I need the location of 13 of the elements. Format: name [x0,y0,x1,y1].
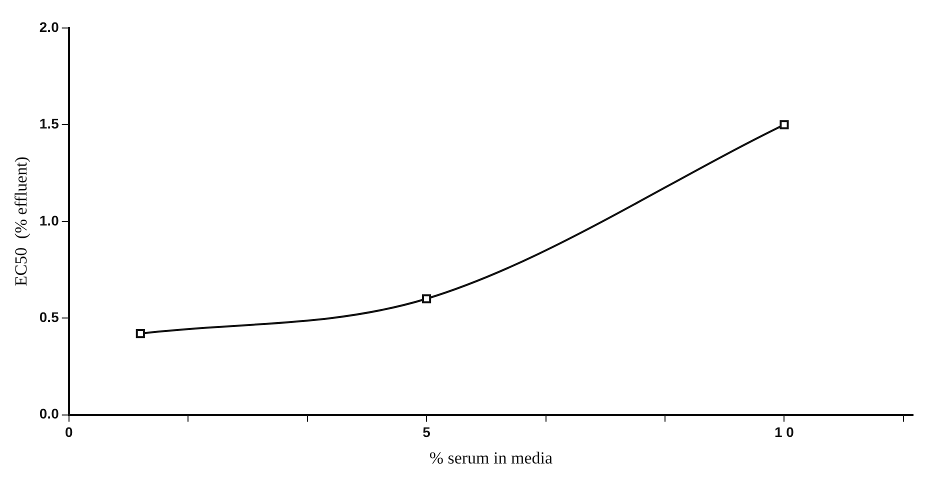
y-tick-label: 1.0 [39,212,60,228]
y-tick-label: 0.5 [39,308,60,325]
y-tick-label: 2.0 [39,18,60,35]
point [136,329,145,338]
y-tick-label: 0.0 [39,406,60,422]
y-axis-title: EC50 (% effluent) [12,156,31,286]
x-tick-label: 1 0 [774,424,794,440]
point [422,294,432,304]
x-axis-title: % serum in media [429,448,553,468]
x-tick-label: 0 [64,424,73,440]
x-tick-label: 5 [422,424,431,440]
point [780,120,789,130]
y-tick-label: 1.5 [39,116,60,132]
